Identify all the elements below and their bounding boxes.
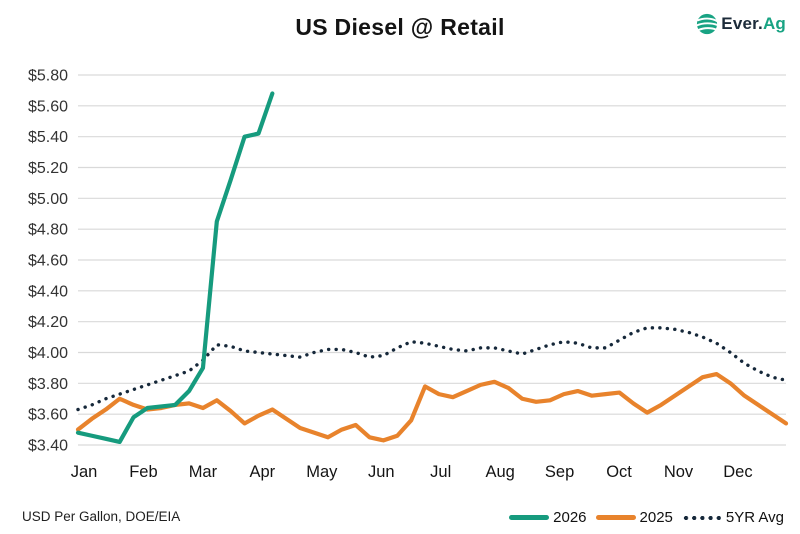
- x-tick-label: Mar: [189, 463, 218, 481]
- series-line-2026: [75, 91, 275, 445]
- legend-label-5yr-avg: 5YR Avg: [725, 509, 784, 526]
- legend-item-5yr-avg: 5YR Avg: [681, 509, 784, 526]
- y-tick-label: $4.80: [28, 222, 68, 239]
- x-tick-label: May: [306, 463, 338, 481]
- legend-swatch-2025: [595, 515, 636, 520]
- series-line-5yr-avg: [76, 326, 788, 412]
- y-tick-label: $5.60: [28, 98, 68, 115]
- legend-swatch-5yr-avg: [681, 514, 722, 521]
- legend-label-2026: 2026: [553, 509, 587, 526]
- legend-label-2025: 2025: [639, 509, 673, 526]
- y-tick-label: $5.40: [28, 129, 68, 146]
- y-tick-label: $3.60: [28, 407, 68, 424]
- x-tick-label: Aug: [485, 463, 514, 481]
- x-tick-label: Dec: [723, 463, 752, 481]
- x-tick-label: Sep: [545, 463, 574, 481]
- y-tick-label: $5.20: [28, 160, 68, 177]
- y-tick-label: $4.40: [28, 283, 68, 300]
- logo-text-primary: Ever.: [721, 14, 763, 33]
- y-tick-label: $4.60: [28, 253, 68, 270]
- y-tick-label: $4.00: [28, 345, 68, 362]
- y-tick-label: $5.80: [28, 68, 68, 85]
- x-tick-label: Jan: [71, 463, 98, 481]
- series-line-2025: [75, 371, 789, 443]
- x-tick-label: Jun: [368, 463, 395, 481]
- y-tick-label: $5.00: [28, 191, 68, 208]
- y-tick-label: $4.20: [28, 314, 68, 331]
- legend-item-2025: 2025: [595, 509, 673, 526]
- source-note: USD Per Gallon, DOE/EIA: [22, 509, 181, 524]
- legend: 2026 2025 5YR Avg: [509, 509, 784, 526]
- legend-swatch-2026: [509, 515, 550, 520]
- everag-logo-text: Ever.Ag: [721, 14, 786, 34]
- y-tick-label: $3.80: [28, 376, 68, 393]
- x-tick-label: Apr: [250, 463, 276, 481]
- everag-logo-icon: [696, 13, 719, 35]
- everag-logo: Ever.Ag: [696, 13, 786, 35]
- x-tick-label: Feb: [129, 463, 157, 481]
- y-tick-label: $3.40: [28, 438, 68, 455]
- logo-text-accent: Ag: [762, 14, 786, 33]
- x-tick-label: Oct: [606, 463, 632, 481]
- x-tick-label: Jul: [430, 463, 451, 481]
- legend-item-2026: 2026: [509, 509, 587, 526]
- chart-title: US Diesel @ Retail: [295, 14, 505, 40]
- x-tick-label: Nov: [664, 463, 694, 481]
